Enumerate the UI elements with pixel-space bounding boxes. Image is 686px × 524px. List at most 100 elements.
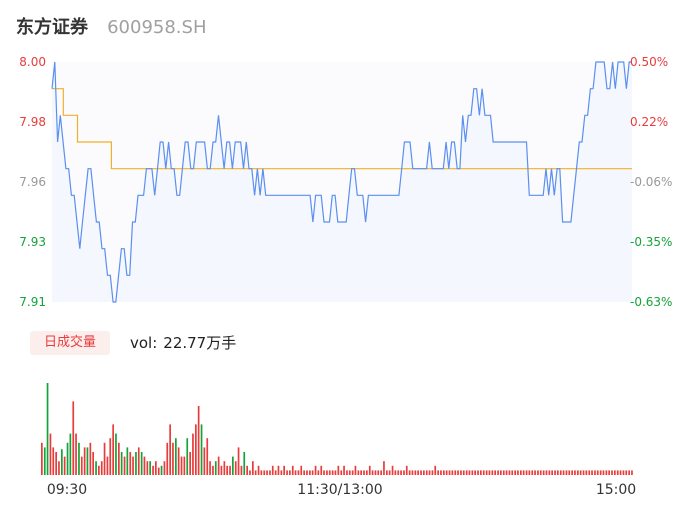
volume-bar — [95, 461, 97, 475]
percent-tick-label: -0.06% — [630, 175, 672, 189]
volume-bar — [482, 470, 485, 475]
volume-bar — [226, 465, 228, 475]
volume-bar — [66, 442, 69, 475]
volume-bar — [280, 470, 283, 475]
volume-bar — [303, 470, 305, 475]
volume-bar — [112, 424, 114, 475]
volume-bar — [428, 470, 431, 475]
volume-bar — [434, 465, 437, 475]
volume-bar — [132, 456, 134, 475]
volume-readout: vol: 22.77万手 — [130, 331, 236, 355]
volume-bar — [41, 442, 43, 475]
volume-bar — [92, 452, 94, 475]
volume-bar — [525, 470, 528, 475]
volume-bar — [157, 467, 160, 475]
volume-bar — [517, 470, 519, 475]
volume-bar — [557, 470, 559, 475]
volume-bar — [177, 447, 180, 475]
volume-bar — [414, 470, 417, 475]
volume-bar — [437, 470, 439, 475]
volume-bar — [539, 470, 542, 475]
volume-bar — [98, 465, 100, 475]
volume-bar — [465, 470, 468, 475]
volume-bar — [585, 470, 588, 475]
volume-bar — [200, 424, 203, 475]
volume-bar — [608, 470, 610, 475]
volume-bar — [137, 447, 140, 475]
volume-bar — [254, 470, 257, 475]
volume-bar — [577, 470, 579, 475]
price-tick-label: 8.00 — [19, 55, 46, 69]
title-row: 东方证券 600958.SH — [16, 13, 207, 39]
volume-bar — [460, 470, 462, 475]
volume-bar — [348, 470, 351, 475]
volume-bar — [559, 470, 562, 475]
volume-bar — [386, 470, 388, 475]
volume-bar — [340, 470, 343, 475]
volume-bar — [431, 470, 434, 475]
volume-bar — [326, 470, 328, 475]
volume-bar — [100, 461, 103, 475]
volume-bar — [115, 433, 117, 475]
volume-bar — [594, 470, 596, 475]
volume-bar — [175, 438, 177, 475]
volume-bar — [443, 470, 445, 475]
volume-bar — [374, 470, 377, 475]
volume-bar — [591, 470, 593, 475]
volume-bar — [394, 470, 397, 475]
volume-bar — [183, 456, 186, 475]
volume-bar — [551, 470, 553, 475]
price-area-layer — [52, 62, 632, 302]
volume-bar — [579, 470, 582, 475]
volume-bar — [357, 470, 360, 475]
volume-bar — [78, 442, 80, 475]
volume-bar — [269, 470, 271, 475]
volume-bar — [363, 470, 365, 475]
volume-bar — [172, 442, 174, 475]
volume-bar — [314, 465, 317, 475]
volume-bar — [220, 465, 223, 475]
volume-bar — [266, 470, 268, 475]
volume-bar — [143, 456, 146, 475]
volume-bar — [605, 470, 608, 475]
volume-bar — [69, 433, 72, 475]
volume-bar — [611, 470, 613, 475]
volume-bar — [212, 465, 214, 475]
volume-bar — [120, 452, 123, 475]
volume-bar — [377, 470, 380, 475]
volume-bar — [411, 470, 414, 475]
average-price-line — [52, 88, 632, 170]
volume-bar — [209, 461, 211, 475]
volume-bar — [520, 470, 522, 475]
volume-bar — [86, 447, 89, 475]
volume-bar — [480, 470, 482, 475]
volume-bar — [129, 452, 132, 475]
volume-bar — [488, 470, 491, 475]
volume-bar — [149, 461, 151, 475]
volume-bar — [223, 461, 226, 475]
volume-bar — [260, 470, 263, 475]
volume-bar — [237, 447, 240, 475]
volume-bar — [297, 470, 300, 475]
volume-bar — [283, 465, 285, 475]
volume-bar — [425, 470, 428, 475]
volume-bar — [471, 470, 474, 475]
volume-bar — [163, 461, 166, 475]
volume-bar — [189, 452, 191, 475]
volume-bar — [252, 461, 254, 475]
volume-bar — [331, 470, 334, 475]
volume-bar — [397, 470, 400, 475]
average-line-layer — [52, 88, 632, 170]
volume-bar — [545, 470, 548, 475]
volume-bar — [300, 465, 303, 475]
volume-bar — [83, 447, 86, 475]
volume-bar — [485, 470, 488, 475]
volume-bar — [565, 470, 568, 475]
volume-bar — [354, 465, 357, 475]
volume-value: 22.77万手 — [163, 334, 237, 352]
volume-prefix: vol: — [130, 334, 158, 352]
volume-bar — [203, 447, 206, 475]
volume-bar — [257, 465, 260, 475]
volume-bar — [511, 470, 514, 475]
